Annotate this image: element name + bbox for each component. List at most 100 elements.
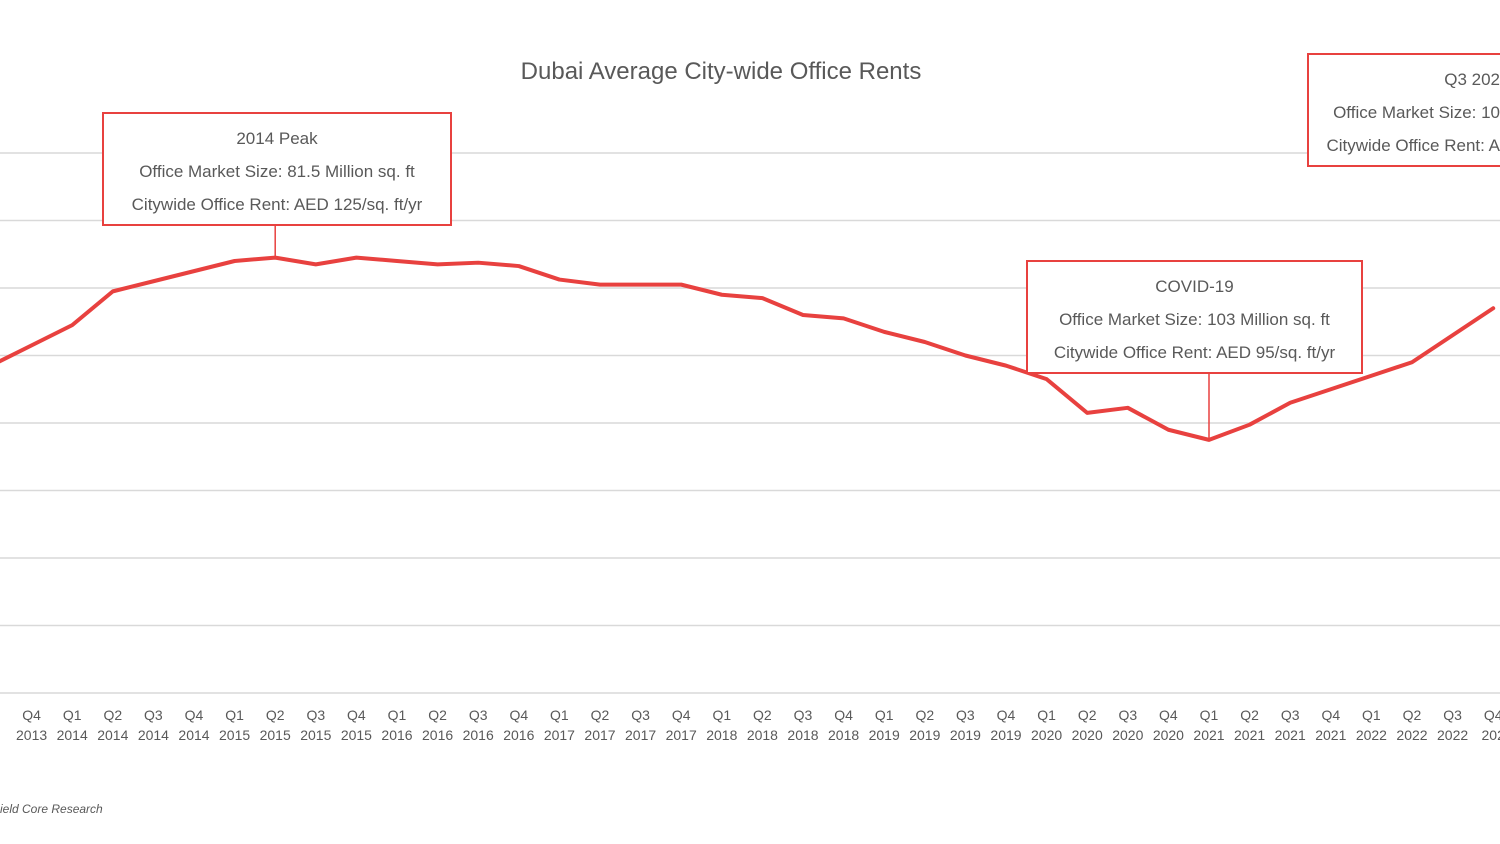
annotation-leaders	[274, 226, 1210, 440]
x-tick-label-quarter: Q1	[225, 707, 244, 723]
data-point	[152, 280, 154, 282]
data-point	[437, 263, 439, 265]
x-tick-label-quarter: Q3	[1443, 707, 1462, 723]
x-tick-label-quarter: Q2	[428, 707, 447, 723]
x-tick-label-quarter: Q1	[63, 707, 82, 723]
data-point	[396, 260, 398, 262]
annotation-title: COVID-19	[1155, 277, 1234, 296]
x-tick-label-year: 2018	[828, 727, 859, 743]
annotation-market-size: Office Market Size: 10	[1333, 103, 1500, 122]
x-tick-label-year: 2018	[787, 727, 818, 743]
data-point	[1492, 307, 1494, 309]
data-point	[721, 294, 723, 296]
x-tick-label-year: 2013	[16, 727, 47, 743]
data-point	[802, 314, 804, 316]
chart-title: Dubai Average City-wide Office Rents	[520, 58, 922, 85]
x-tick-label-quarter: Q4	[22, 707, 41, 723]
x-tick-label-quarter: Q2	[915, 707, 934, 723]
x-tick-label-year: 2017	[584, 727, 615, 743]
x-tick-label-quarter: Q4	[1484, 707, 1500, 723]
series-group	[0, 255, 1496, 442]
x-tick-label-quarter: Q3	[956, 707, 975, 723]
x-tick-label-quarter: Q2	[1078, 707, 1097, 723]
data-point	[558, 279, 560, 281]
data-point	[518, 265, 520, 267]
x-tick-label-quarter: Q4	[185, 707, 204, 723]
x-tick-label-quarter: Q2	[1240, 707, 1259, 723]
x-tick-label-quarter: Q2	[1403, 707, 1422, 723]
x-tick-label-quarter: Q1	[1037, 707, 1056, 723]
x-tick-label-quarter: Q4	[1159, 707, 1178, 723]
series-line	[0, 255, 1496, 442]
x-tick-label-quarter: Q1	[388, 707, 407, 723]
data-point	[843, 317, 845, 319]
x-tick-label-year: 2014	[178, 727, 209, 743]
x-tick-label-year: 2015	[219, 727, 250, 743]
x-tick-label-quarter: Q3	[306, 707, 325, 723]
x-tick-label-quarter: Q1	[1362, 707, 1381, 723]
x-tick-label-quarter: Q1	[1200, 707, 1219, 723]
x-tick-label-year: 2021	[1193, 727, 1224, 743]
annotation-market-size: Office Market Size: 81.5 Million sq. ft	[139, 162, 415, 181]
data-point	[964, 355, 966, 356]
x-tick-label-year: 2021	[1315, 727, 1346, 743]
x-tick-label-year: 2019	[869, 727, 900, 743]
x-tick-label-year: 2014	[97, 727, 128, 743]
x-tick-label-year: 2016	[381, 727, 412, 743]
data-point	[71, 324, 73, 326]
data-point	[315, 263, 317, 265]
x-tick-label-quarter: Q1	[550, 707, 569, 723]
x-tick-label-quarter: Q4	[672, 707, 691, 723]
data-point	[680, 284, 682, 286]
data-point	[274, 257, 276, 259]
data-point	[1086, 412, 1088, 414]
x-tick-label-year: 2018	[747, 727, 778, 743]
x-tick-label-quarter: Q4	[509, 707, 528, 723]
x-tick-label-year: 2019	[990, 727, 1021, 743]
source-note: ield Core Research	[0, 802, 103, 816]
data-point	[1005, 365, 1007, 367]
x-tick-label-year: 2014	[57, 727, 88, 743]
data-point	[112, 290, 114, 292]
x-tick-label-year: 2021	[1275, 727, 1306, 743]
data-point	[883, 331, 885, 333]
x-tick-label-year: 2020	[1153, 727, 1184, 743]
annotation-title: 2014 Peak	[236, 129, 318, 148]
data-point	[1452, 334, 1454, 336]
x-tick-label-quarter: Q3	[631, 707, 650, 723]
x-tick-label-year: 2016	[503, 727, 534, 743]
x-tick-label-year: 2016	[463, 727, 494, 743]
x-tick-label-year: 2016	[422, 727, 453, 743]
data-point	[1249, 424, 1251, 426]
x-tick-label-quarter: Q4	[997, 707, 1016, 723]
data-point	[193, 270, 195, 272]
x-tick-label-year: 2017	[625, 727, 656, 743]
x-tick-label-year: 2015	[300, 727, 331, 743]
data-point	[640, 284, 642, 286]
x-tick-label-quarter: Q3	[794, 707, 813, 723]
x-tick-label-year: 2014	[138, 727, 169, 743]
x-tick-label-quarter: Q3	[144, 707, 163, 723]
data-point	[1167, 429, 1169, 431]
x-tick-label-year: 2022	[1356, 727, 1387, 743]
x-tick-label-year: 2020	[1112, 727, 1143, 743]
x-tick-label-year: 2015	[260, 727, 291, 743]
data-point	[355, 257, 357, 259]
data-point	[1046, 378, 1048, 380]
x-tick-label-year: 2020	[1072, 727, 1103, 743]
x-tick-label-quarter: Q4	[347, 707, 366, 723]
x-tick-label-year: 2019	[909, 727, 940, 743]
data-point	[1370, 375, 1372, 377]
x-tick-label-quarter: Q2	[591, 707, 610, 723]
x-tick-label-year: 2022	[1396, 727, 1427, 743]
annotation-q3-2022: Q3 202 Office Market Size: 10 Citywide O…	[1307, 53, 1500, 167]
data-point	[1208, 439, 1210, 441]
annotation-market-size: Office Market Size: 103 Million sq. ft	[1059, 310, 1330, 329]
x-tick-label-year: 2017	[666, 727, 697, 743]
annotation-rent: Citywide Office Rent: AED 125/sq. ft/yr	[131, 195, 423, 214]
x-tick-label-year: 2015	[341, 727, 372, 743]
data-point	[761, 297, 763, 299]
x-tick-label-quarter: Q3	[1118, 707, 1137, 723]
x-tick-labels: 3Q42013Q12014Q22014Q32014Q42014Q12015Q22…	[16, 707, 1500, 743]
